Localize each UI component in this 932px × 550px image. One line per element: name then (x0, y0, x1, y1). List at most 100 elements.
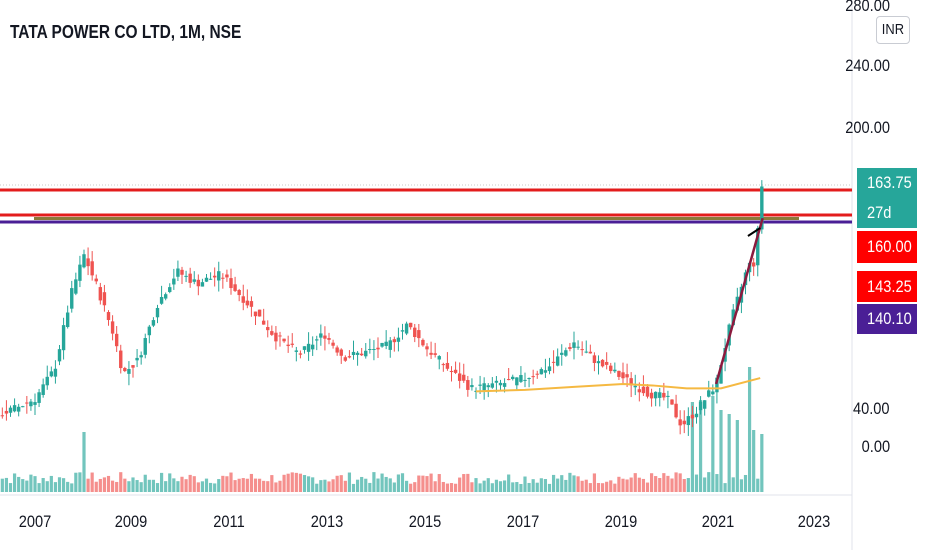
candle-body (123, 368, 127, 372)
candle-body (168, 287, 172, 292)
volume-bar (327, 481, 331, 492)
volume-bar (445, 483, 450, 492)
candle-body (143, 338, 147, 355)
candle-body (404, 323, 409, 334)
candle-body (560, 352, 564, 355)
volume-bar (580, 480, 584, 492)
candle-body (421, 339, 425, 346)
candle-body (61, 325, 66, 351)
volume-bar (727, 414, 731, 492)
volume-bar (360, 476, 364, 492)
volume-bar (290, 472, 294, 492)
candle-body (625, 374, 629, 378)
trend-line (714, 217, 764, 385)
volume-bar (519, 483, 523, 492)
level-value: 143.25 (867, 277, 912, 296)
candle-body (653, 391, 658, 399)
currency-button[interactable]: INR (876, 16, 910, 44)
volume-bar (592, 473, 597, 492)
volume-bar (151, 479, 156, 492)
volume-bar (70, 483, 74, 492)
volume-bar (731, 477, 735, 492)
candle-body (343, 357, 348, 361)
x-tick-label: 2023 (797, 512, 831, 531)
volume-bar (735, 420, 739, 492)
volume-bar (184, 479, 188, 492)
volume-bar (490, 483, 494, 492)
volume-bar (404, 480, 409, 492)
volume-bar (384, 476, 388, 492)
candle-body (65, 312, 70, 328)
volume-bar (388, 478, 392, 492)
candle-body (245, 300, 250, 306)
volume-bar (270, 475, 274, 492)
candle-body (294, 350, 299, 352)
candle-body (543, 370, 548, 373)
candle-body (462, 374, 466, 381)
volume-bar (417, 475, 421, 492)
x-tick-label: 2013 (310, 512, 344, 531)
volume-bar (666, 475, 670, 492)
volume-bar (143, 474, 147, 492)
volume-bar (747, 367, 752, 492)
last-price-label: 163.75 27d 18h (857, 168, 917, 252)
volume-bar (208, 482, 213, 492)
candle-body (176, 268, 180, 277)
candle-body (490, 383, 495, 388)
breakout-marker-line (747, 227, 761, 237)
volume-bar (331, 479, 335, 492)
range-box-line (34, 217, 799, 220)
candle-body (376, 347, 380, 350)
candle-body (658, 392, 662, 398)
volume-bar (715, 474, 719, 492)
candle-body (106, 312, 111, 321)
candle-body (478, 384, 482, 386)
volume-bar (286, 473, 290, 492)
volume-bar (25, 480, 29, 492)
volume-bar (98, 478, 102, 492)
volume-bar (437, 474, 441, 492)
candle-body (437, 356, 441, 360)
y-tick-label: 280.00 (845, 0, 890, 15)
candle-body (8, 407, 13, 413)
volume-bar (249, 473, 254, 492)
last-price-value: 163.75 (867, 173, 912, 192)
candle-body (580, 349, 584, 351)
volume-bar (90, 472, 94, 492)
volume-bar (462, 474, 466, 492)
candle-body (90, 261, 94, 276)
candle-body (482, 383, 486, 391)
candle-body (539, 369, 544, 375)
candle-body (274, 332, 278, 342)
candle-body (515, 377, 519, 386)
y-tick-label: 200.00 (845, 118, 890, 137)
candle-body (564, 350, 568, 356)
volume-bar (662, 473, 666, 492)
volume-bar (147, 479, 151, 492)
volume-bar (678, 473, 682, 492)
candle-body (666, 395, 670, 397)
volume-bar (102, 477, 107, 492)
candle-body (241, 296, 245, 303)
candle-body (547, 366, 552, 372)
volume-bar (168, 473, 172, 492)
candle-body (249, 301, 254, 307)
candle-body (527, 378, 531, 380)
y-tick-label: 40.00 (853, 399, 890, 418)
volume-bar (568, 472, 572, 492)
volume-bar (682, 479, 686, 492)
x-tick-label: 2019 (604, 512, 638, 531)
volume-bar (53, 482, 58, 492)
volume-bar (515, 482, 519, 492)
candle-body (159, 297, 164, 304)
volume-bar (654, 476, 658, 492)
volume-bar (707, 472, 711, 492)
candle-body (531, 376, 535, 378)
candle-body (662, 392, 666, 398)
volume-bar (596, 483, 601, 492)
volume-bar (86, 478, 90, 492)
x-tick-label: 2007 (18, 512, 52, 531)
volume-bar (302, 475, 307, 492)
candle-body (392, 339, 397, 343)
